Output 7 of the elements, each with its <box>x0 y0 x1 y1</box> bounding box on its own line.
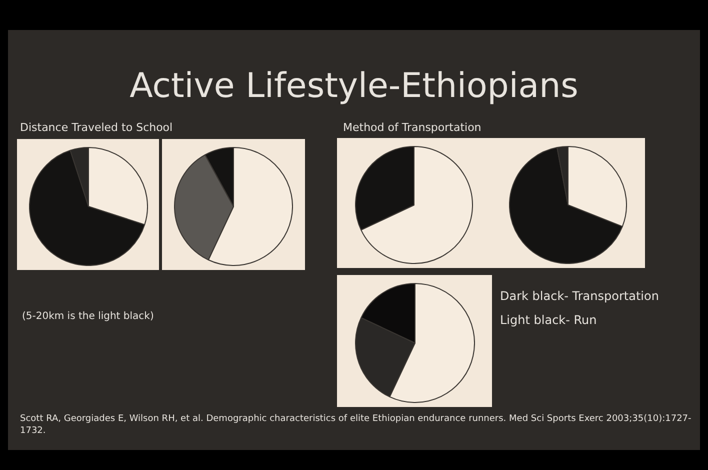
text: Active Lifestyle-Ethiopians <box>128 65 580 108</box>
chart-subtitle: Method of Transportation <box>343 121 482 134</box>
text: Light black- Run <box>500 313 598 329</box>
text: Dark black- Transportation <box>500 289 660 305</box>
chart-subtitle: Distance Traveled to School <box>20 121 173 134</box>
text: (5-20km is the light black) <box>22 310 155 323</box>
text: Scott RA, Georgiades E, Wilson RH, et al. Demographic characteristics of elite Ethiopian endurance runners. Med Sci Sports Exerc 2003;35(10):1727-1732. <box>20 414 692 438</box>
